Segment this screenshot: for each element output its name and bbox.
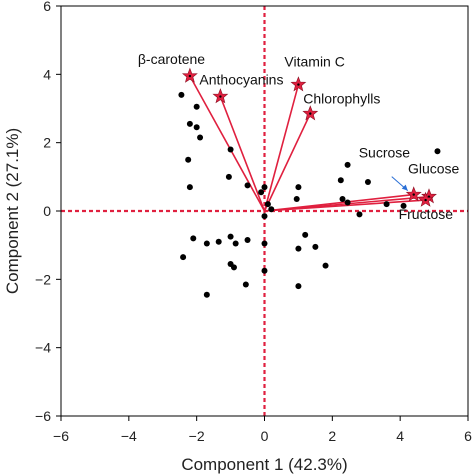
- loading-star-center: [219, 95, 222, 98]
- loading-label: Glucose: [408, 161, 460, 177]
- score-point: [344, 199, 351, 206]
- loading-vector: [264, 199, 426, 212]
- x-tick-label: −2: [189, 428, 205, 444]
- y-tick-label: 4: [43, 66, 51, 82]
- loading-star-center: [412, 193, 415, 196]
- score-point: [258, 189, 265, 196]
- loading-vector: [219, 96, 266, 212]
- score-point: [225, 173, 232, 180]
- loading-label: Fructose: [399, 206, 454, 222]
- loading-vector: [263, 113, 312, 212]
- score-point: [185, 156, 192, 163]
- y-tick-label: −6: [35, 408, 51, 424]
- x-tick-label: 4: [396, 428, 404, 444]
- score-point: [186, 120, 193, 127]
- score-point: [178, 91, 185, 98]
- score-point: [190, 235, 197, 242]
- score-point: [295, 283, 302, 290]
- y-tick-label: 6: [43, 0, 51, 14]
- score-point: [261, 267, 268, 274]
- x-axis-title: Component 1 (42.3%): [181, 455, 347, 474]
- x-tick-label: 2: [328, 428, 336, 444]
- loading-label: Sucrose: [359, 145, 411, 161]
- axis-ticks: −6 −4 −2 0 2 4 6 −6 −4 −2 0 2 4 6: [35, 0, 472, 444]
- y-tick-label: 2: [43, 135, 51, 151]
- loading-star-center: [297, 83, 300, 86]
- loading-vector: [263, 84, 300, 212]
- score-point: [261, 213, 268, 220]
- score-point: [227, 233, 234, 240]
- score-point: [193, 124, 200, 131]
- loading-markers: [182, 67, 437, 207]
- loading-label: Anthocyanins: [199, 72, 283, 88]
- loading-vector: [189, 75, 266, 212]
- score-point: [203, 291, 210, 298]
- loading-label: Chlorophylls: [303, 91, 380, 107]
- score-point: [193, 103, 200, 110]
- score-point: [322, 262, 329, 269]
- score-point: [242, 281, 249, 288]
- loading-star-center: [188, 74, 192, 78]
- score-point: [244, 237, 251, 244]
- score-point: [227, 146, 234, 153]
- x-tick-label: −4: [121, 428, 137, 444]
- score-points: [178, 91, 441, 298]
- score-point: [295, 245, 302, 252]
- score-point: [337, 177, 344, 184]
- score-point: [339, 196, 346, 203]
- score-point: [261, 240, 268, 247]
- score-point: [186, 184, 193, 191]
- score-point: [180, 254, 187, 261]
- y-axis-title: Component 2 (27.1%): [3, 128, 22, 294]
- score-point: [268, 206, 275, 213]
- score-point: [400, 202, 407, 209]
- score-point: [434, 148, 441, 155]
- y-tick-label: −2: [35, 271, 51, 287]
- loading-label: Vitamin C: [284, 54, 344, 70]
- score-point: [261, 184, 268, 191]
- loading-star-center: [424, 198, 427, 202]
- loading-label: β-carotene: [138, 51, 205, 67]
- score-point: [302, 231, 309, 238]
- x-tick-label: −6: [53, 428, 69, 444]
- score-point: [244, 182, 251, 189]
- sucrose-pointer-arrowhead: [401, 184, 408, 191]
- score-point: [383, 201, 390, 208]
- score-point: [356, 211, 363, 218]
- score-point: [364, 178, 371, 185]
- score-point: [215, 238, 222, 245]
- x-tick-label: 6: [464, 428, 472, 444]
- y-tick-label: 0: [43, 203, 51, 219]
- y-tick-label: −4: [35, 340, 51, 356]
- score-point: [295, 184, 302, 191]
- score-point: [264, 201, 271, 208]
- score-point: [230, 264, 237, 271]
- score-point: [197, 134, 204, 141]
- score-point: [203, 240, 210, 247]
- loading-star-center: [309, 112, 312, 115]
- score-point: [293, 196, 300, 203]
- score-point: [312, 243, 319, 250]
- score-point: [232, 240, 239, 247]
- x-tick-label: 0: [261, 428, 269, 444]
- score-point: [344, 161, 351, 168]
